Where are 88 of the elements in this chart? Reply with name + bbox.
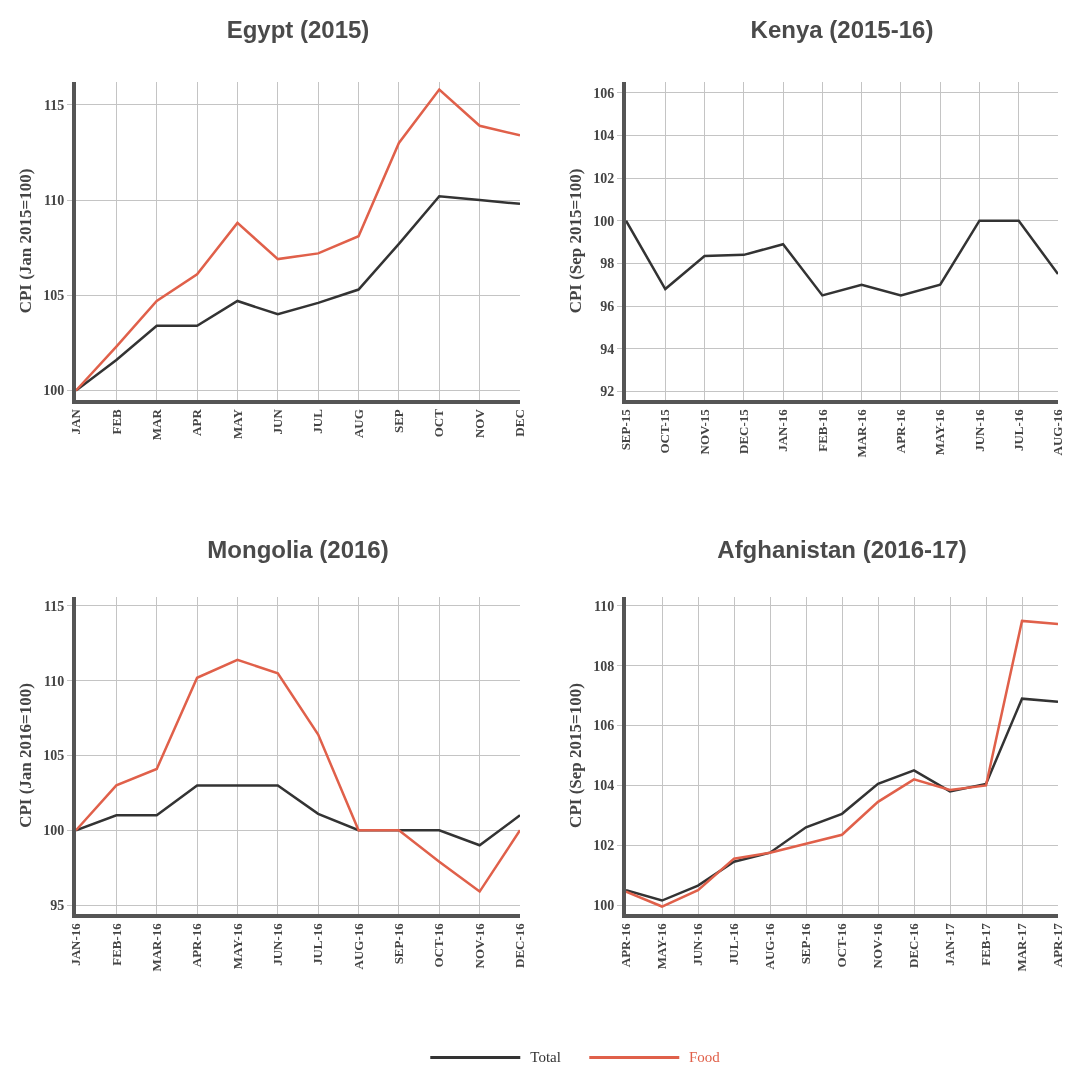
x-tick-label: AUG-16 — [762, 922, 778, 970]
chart-title: Kenya (2015-16) — [750, 16, 934, 44]
x-tick-label: JAN — [68, 408, 84, 435]
y-tick-label: 106 — [593, 718, 615, 734]
x-tick-label: JUL — [310, 408, 326, 434]
text: Food — [688, 1049, 720, 1066]
y-tick-label: 98 — [600, 256, 615, 272]
x-tick-label: SEP-15 — [618, 408, 634, 451]
y-tick-label: 108 — [593, 658, 615, 674]
x-tick-label: DEC-16 — [906, 922, 922, 968]
line-series — [76, 658, 520, 893]
x-tick-label: FEB-16 — [814, 408, 830, 452]
chart-title: Egypt (2015) — [226, 16, 370, 44]
x-tick-label: APR-16 — [893, 408, 909, 454]
x-tick-label: OCT-15 — [657, 408, 673, 454]
x-tick-label: DEC-15 — [736, 408, 752, 454]
x-tick-label: OCT-16 — [834, 922, 850, 968]
y-tick-label: 106 — [593, 85, 615, 101]
line-series — [76, 88, 520, 392]
x-tick-label: DEC-16 — [512, 922, 528, 968]
x-tick-label: MAY-16 — [932, 408, 948, 456]
x-tick-label: AUG-16 — [1050, 408, 1066, 456]
x-tick-label: APR — [189, 408, 205, 436]
y-tick-label: 115 — [43, 598, 65, 614]
x-tick-label: MAR-17 — [1014, 922, 1030, 972]
x-tick-label: SEP-16 — [798, 922, 814, 965]
y-tick-label: 104 — [593, 128, 615, 144]
line-series — [76, 195, 520, 392]
x-tick-label: JAN-17 — [942, 922, 958, 966]
x-tick-label: OCT — [431, 408, 447, 438]
x-tick-label: AUG — [350, 409, 366, 439]
x-tick-label: JUN-16 — [971, 408, 987, 452]
x-tick-label: SEP-16 — [391, 922, 407, 965]
y-tick-label: 92 — [600, 384, 615, 400]
x-tick-label: DEC — [512, 409, 528, 437]
x-tick-label: MAY — [229, 408, 245, 440]
x-tick-label: SEP — [391, 409, 407, 434]
y-tick-label: 95 — [50, 897, 65, 913]
y-tick-label: 100 — [43, 823, 65, 839]
x-tick-label: NOV-16 — [870, 922, 886, 969]
x-tick-label: NOV — [471, 408, 487, 439]
chart-title: Afghanistan (2016-17) — [717, 536, 967, 564]
x-tick-label: MAY-16 — [654, 922, 670, 970]
y-tick-label: 96 — [600, 298, 615, 314]
x-tick-label: OCT-16 — [431, 922, 447, 968]
y-tick-label: 102 — [593, 838, 615, 854]
y-axis-title: CPI (Sep 2015=100) — [566, 683, 586, 828]
x-tick-label: NOV-16 — [471, 922, 487, 969]
x-tick-label: JUL-16 — [1010, 408, 1026, 452]
x-tick-label: JAN-16 — [775, 408, 791, 452]
y-tick-label: 100 — [593, 897, 615, 913]
y-tick-label: 100 — [593, 213, 615, 229]
line-series — [76, 784, 520, 847]
y-axis-title: CPI (Jan 2016=100) — [16, 683, 36, 828]
x-tick-label: JUL-16 — [726, 922, 742, 966]
y-axis-title: CPI (Sep 2015=100) — [566, 168, 586, 314]
y-tick-label: 102 — [593, 170, 615, 186]
x-tick-label: NOV-15 — [696, 408, 712, 455]
y-tick-label: 105 — [43, 748, 65, 764]
line-series — [626, 219, 1058, 297]
y-axis-title: CPI (Jan 2015=100) — [16, 168, 36, 314]
x-tick-label: JUN — [270, 408, 286, 435]
y-tick-label: 110 — [43, 673, 65, 689]
x-tick-label: FEB-17 — [978, 922, 994, 966]
x-tick-label: MAR-16 — [148, 922, 164, 972]
text: Total — [530, 1049, 561, 1066]
line-series — [626, 619, 1058, 908]
y-tick-label: 110 — [593, 598, 615, 614]
x-tick-label: JAN-16 — [68, 922, 84, 966]
x-tick-label: MAR-16 — [853, 408, 869, 458]
x-tick-label: MAY-16 — [229, 922, 245, 970]
x-tick-label: MAR — [148, 408, 164, 441]
x-tick-label: AUG-16 — [350, 922, 366, 970]
y-tick-label: 110 — [43, 192, 65, 208]
y-tick-label: 94 — [600, 341, 615, 357]
y-tick-label: 100 — [43, 383, 65, 399]
x-tick-label: APR-16 — [189, 922, 205, 968]
y-tick-label: 105 — [43, 288, 65, 304]
y-tick-label: 104 — [593, 778, 615, 794]
x-tick-label: JUL-16 — [310, 922, 326, 966]
x-tick-label: APR-16 — [618, 922, 634, 968]
x-tick-label: APR-17 — [1050, 922, 1066, 968]
y-tick-label: 115 — [43, 97, 65, 113]
chart-title: Mongolia (2016) — [207, 536, 389, 564]
x-tick-label: JUN-16 — [270, 922, 286, 966]
x-tick-label: FEB — [108, 408, 124, 435]
x-tick-label: JUN-16 — [690, 922, 706, 966]
x-tick-label: FEB-16 — [108, 922, 124, 966]
